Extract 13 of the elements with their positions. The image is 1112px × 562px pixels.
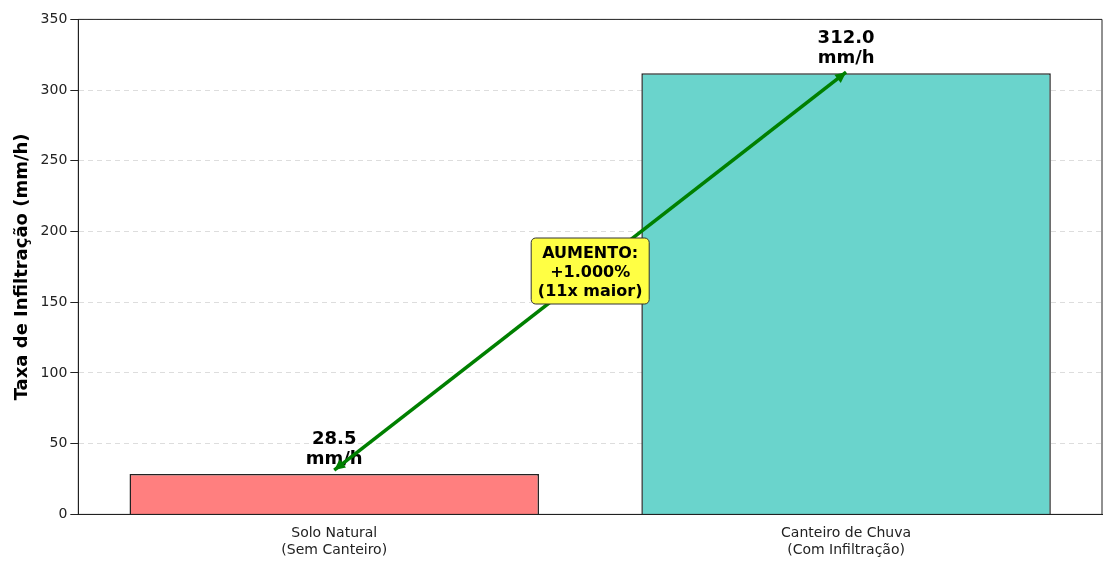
data-label: 312.0 mm/h	[817, 25, 875, 67]
y-tick-label: 150	[40, 292, 68, 309]
y-axis-title: Taxa de Infiltração (mm/h)	[10, 133, 32, 401]
x-tick-label: Canteiro de Chuva (Com Infiltração)	[781, 524, 912, 558]
y-tick-label: 50	[49, 434, 68, 451]
y-tick-label: 100	[40, 363, 68, 380]
y-tick-label: 250	[40, 151, 68, 168]
y-tick-label: 200	[40, 222, 68, 239]
y-tick-label: 350	[40, 10, 68, 27]
y-tick-label: 300	[40, 80, 68, 97]
y-tick-label: 0	[58, 505, 68, 522]
annotation: AUMENTO: +1.000% (11x maior)	[530, 237, 650, 305]
x-tick-label: Solo Natural (Sem Canteiro)	[281, 524, 388, 558]
